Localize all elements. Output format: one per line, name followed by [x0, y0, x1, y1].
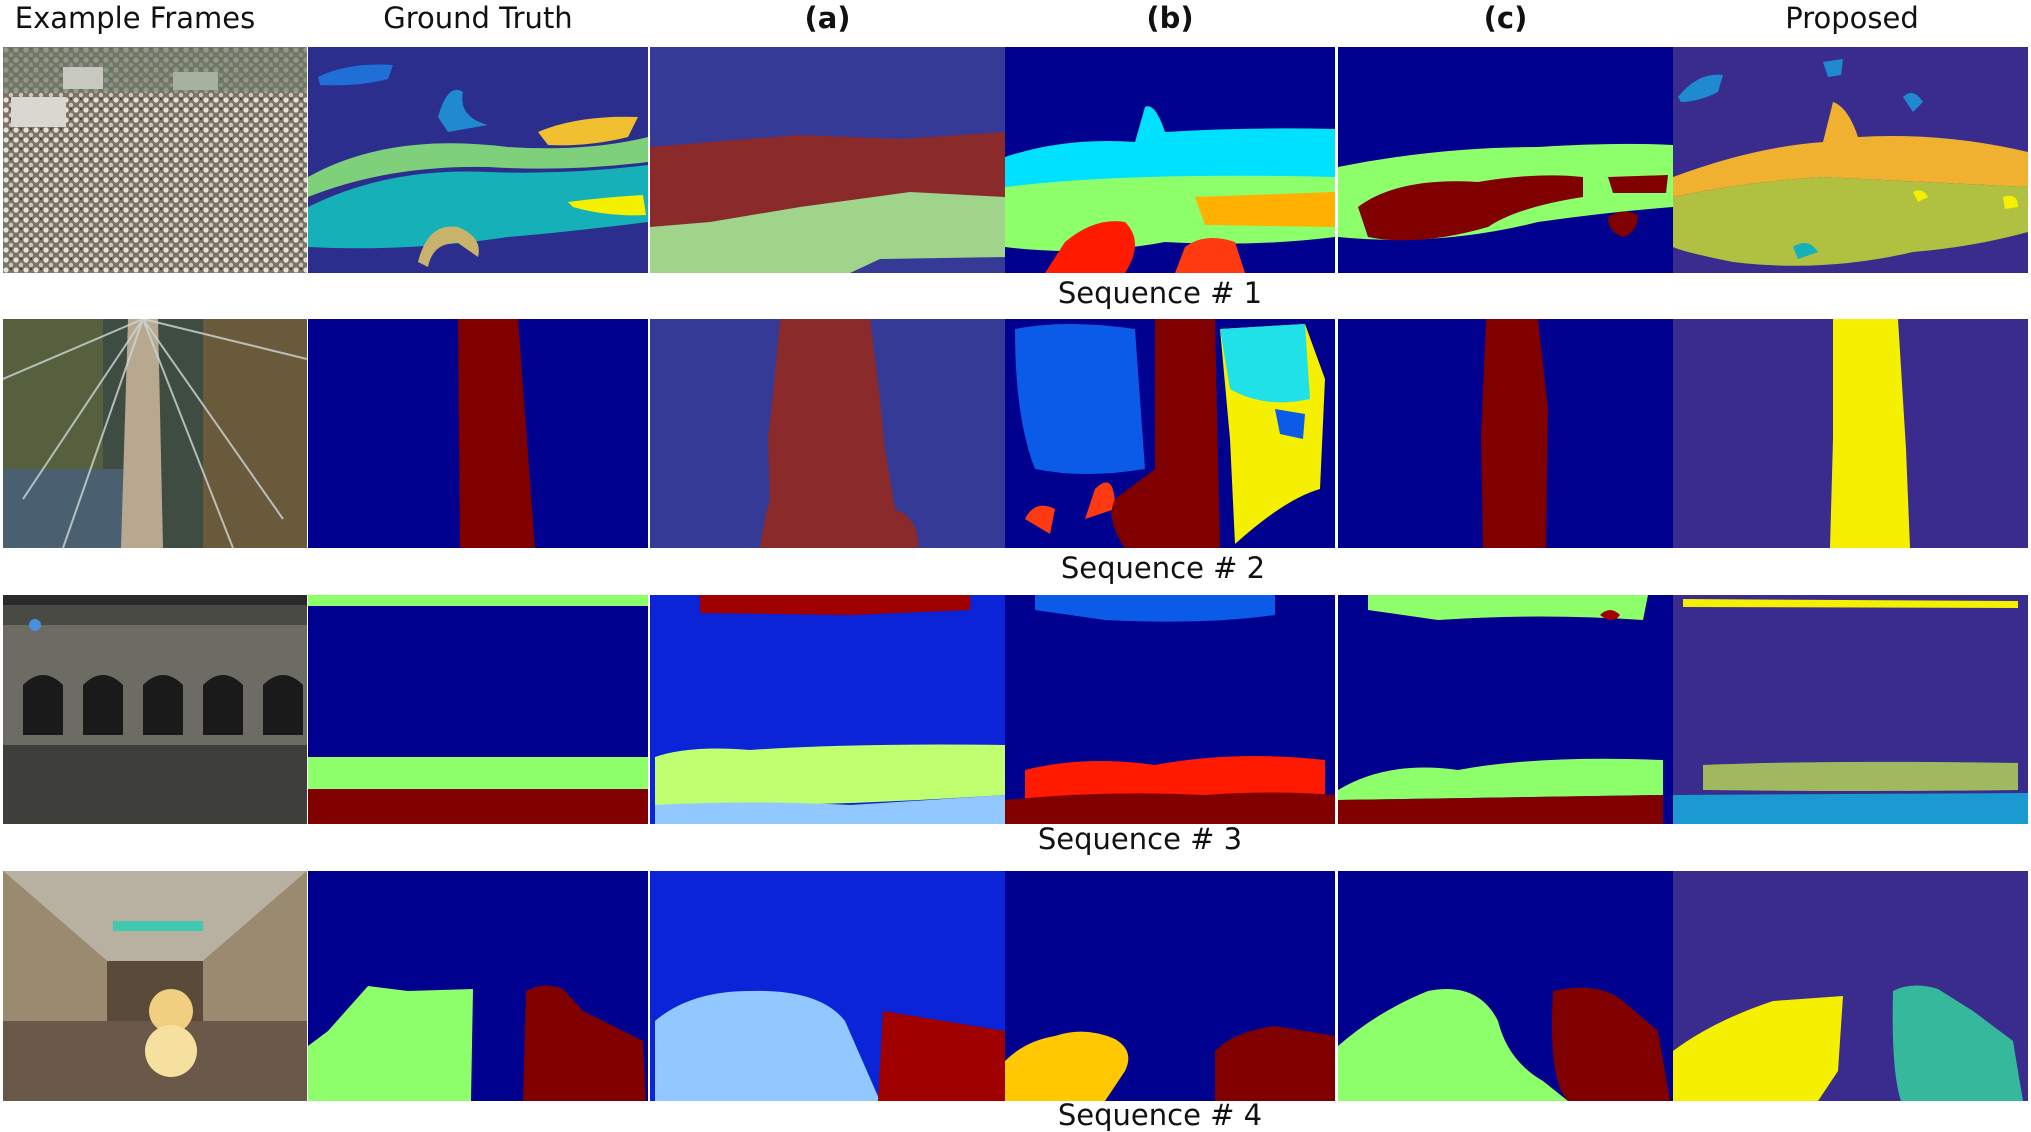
row2-method-b: [1005, 319, 1335, 548]
row1-proposed: [1673, 47, 2028, 273]
row1-sequence-label: Sequence # 1: [1057, 276, 1263, 310]
row2-method-a: [650, 319, 1005, 548]
row2-ground-truth: [308, 319, 648, 548]
row3-example-frame: [3, 595, 307, 824]
row2-method-c: [1338, 319, 1673, 548]
column-header-proposed: Proposed: [1785, 1, 1919, 35]
row1-method-b: [1005, 47, 1335, 273]
row1-method-a: [650, 47, 1005, 273]
row4-example-frame: [3, 871, 307, 1101]
row1-example-frame: [3, 47, 307, 273]
row3-method-a: [650, 595, 1005, 824]
row1-method-c: [1338, 47, 1673, 273]
row2-proposed: [1673, 319, 2028, 548]
row4-method-b: [1005, 871, 1335, 1101]
row3-sequence-label: Sequence # 3: [1037, 822, 1243, 856]
row4-sequence-label: Sequence # 4: [1057, 1098, 1263, 1132]
row4-method-c: [1338, 871, 1673, 1101]
column-header-c: (c): [1483, 1, 1528, 35]
row3-method-c: [1338, 595, 1673, 824]
row2-sequence-label: Sequence # 2: [1060, 551, 1266, 585]
row1-ground-truth: [308, 47, 648, 273]
row3-proposed: [1673, 595, 2028, 824]
row4-ground-truth: [308, 871, 648, 1101]
row4-method-a: [650, 871, 1005, 1101]
row3-method-b: [1005, 595, 1335, 824]
column-header-example-frames: Example Frames: [14, 1, 256, 35]
row3-ground-truth: [308, 595, 648, 824]
column-header-b: (b): [1146, 1, 1194, 35]
column-header-ground-truth: Ground Truth: [383, 1, 573, 35]
row2-example-frame: [3, 319, 307, 548]
row4-proposed: [1673, 871, 2028, 1101]
column-header-a: (a): [804, 1, 851, 35]
